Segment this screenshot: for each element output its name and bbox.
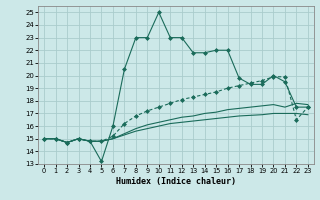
- X-axis label: Humidex (Indice chaleur): Humidex (Indice chaleur): [116, 177, 236, 186]
